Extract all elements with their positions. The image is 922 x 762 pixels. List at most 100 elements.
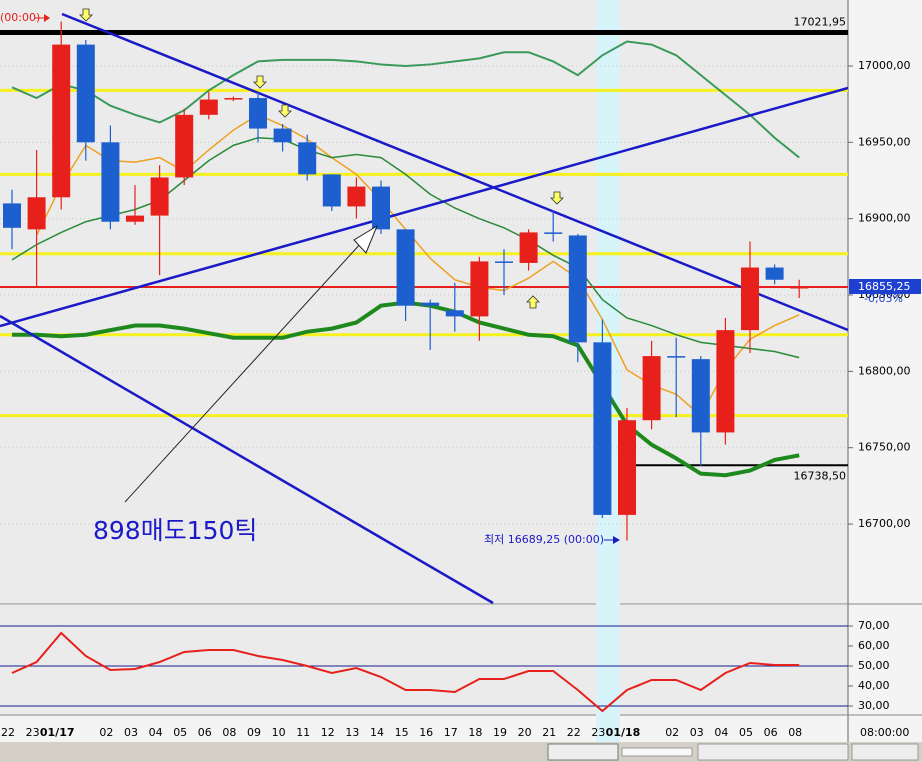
zoom-slider[interactable] xyxy=(621,747,693,757)
x-tick-label: 08 xyxy=(788,726,802,739)
overlay-line xyxy=(11,40,800,159)
x-tick-label: 20 xyxy=(518,726,532,739)
x-tick-label: 11 xyxy=(296,726,310,739)
x-tick-label: 17 xyxy=(444,726,458,739)
x-tick-label: 15 xyxy=(395,726,409,739)
candle-body xyxy=(741,267,759,331)
x-tick-label: 19 xyxy=(493,726,507,739)
x-tick-label: 04 xyxy=(714,726,728,739)
x-tick-label: 02 xyxy=(99,726,113,739)
candle-body xyxy=(76,44,95,143)
signal-arrow xyxy=(253,75,267,89)
x-tick-label: 22 xyxy=(567,726,581,739)
nav-buttons[interactable] xyxy=(547,743,619,761)
x-tick-label: 10 xyxy=(272,726,286,739)
x-tick-label: 06 xyxy=(764,726,778,739)
y-tick-label: 70,00 xyxy=(858,619,890,632)
trendline xyxy=(0,86,849,328)
candle-body xyxy=(52,44,71,198)
annotation-arrowhead xyxy=(353,224,379,254)
x-tick-label: 23 xyxy=(591,726,605,739)
price-tag-label: 16855,25 xyxy=(858,280,911,293)
x-tick-label: 22 xyxy=(1,726,15,739)
x-tick-label: 08 xyxy=(222,726,236,739)
y-tick-label: 16750,00 xyxy=(858,441,911,454)
price-line-label: 17021,95 xyxy=(794,15,847,28)
time-arrowhead xyxy=(44,14,50,22)
x-tick-label: 06 xyxy=(198,726,212,739)
trendlines xyxy=(0,12,849,605)
candle-body xyxy=(3,203,21,228)
x-tick-label: 12 xyxy=(321,726,335,739)
x-tick-label: 04 xyxy=(149,726,163,739)
price-tag xyxy=(849,278,921,294)
x-tick-label: 13 xyxy=(345,726,359,739)
x-tick-label: 05 xyxy=(739,726,753,739)
y-tick-label: 40,00 xyxy=(858,679,890,692)
candle-body xyxy=(298,142,317,175)
candle-body xyxy=(27,197,46,230)
trendline xyxy=(61,12,849,332)
candle-body xyxy=(421,302,440,306)
overlay-line xyxy=(35,113,800,417)
x-tick-label: 23 xyxy=(26,726,40,739)
low-annotation: 최저 16689,25 (00:00) xyxy=(484,533,604,546)
x-tick-label: 09 xyxy=(247,726,261,739)
overlay-line xyxy=(11,136,800,359)
x-tick-label: 03 xyxy=(124,726,138,739)
candle-body xyxy=(347,186,366,207)
candle-body xyxy=(495,261,513,263)
price-line-label: 16738,50 xyxy=(794,469,847,482)
x-tick-label: 01/17 xyxy=(40,726,75,739)
candle-body xyxy=(593,342,612,515)
x-tick-label: 18 xyxy=(468,726,482,739)
toolbar xyxy=(0,742,922,762)
x-axis-bg xyxy=(0,715,848,742)
y-tick-label: 60,00 xyxy=(858,639,890,652)
x-tick-label: 21 xyxy=(542,726,556,739)
signal-arrow xyxy=(526,295,540,309)
y-tick-label: 50,00 xyxy=(858,659,890,672)
main-plot-bg xyxy=(0,0,848,604)
markers xyxy=(79,8,564,309)
signal-arrow xyxy=(79,8,93,22)
x-tick-label: 01/18 xyxy=(606,726,641,739)
candle-body xyxy=(224,98,243,100)
candle-body xyxy=(101,142,120,222)
candle-body xyxy=(396,229,415,306)
low-arrowhead xyxy=(613,536,620,544)
candle-body xyxy=(716,330,735,433)
toolbar-bg xyxy=(0,742,922,762)
price-change: -0,03% xyxy=(864,292,903,305)
y-tick-label: 16950,00 xyxy=(858,135,911,148)
signal-arrow xyxy=(550,191,564,205)
candle-body xyxy=(150,177,169,216)
x-tick-label: 03 xyxy=(690,726,704,739)
candle-body xyxy=(322,174,341,207)
signal-arrow xyxy=(278,104,292,118)
candle-body xyxy=(249,98,267,129)
candle-body xyxy=(642,356,661,421)
trendline xyxy=(0,314,494,605)
y-tick-label: 17000,00 xyxy=(858,59,911,72)
candle-body xyxy=(618,420,636,515)
candle-body xyxy=(568,235,587,343)
candle-body xyxy=(199,99,218,115)
tool-buttons[interactable] xyxy=(697,743,849,761)
y-tick-label: 30,00 xyxy=(858,699,890,712)
x-tick-label: 16 xyxy=(419,726,433,739)
y-tick-label: 16800,00 xyxy=(858,364,911,377)
candle-body xyxy=(126,215,144,222)
window-buttons[interactable] xyxy=(851,743,919,761)
candle-body xyxy=(544,232,563,234)
y-tick-label: 16900,00 xyxy=(858,212,911,225)
x-tick-label: 02 xyxy=(665,726,679,739)
candle-body xyxy=(691,359,710,433)
candle-body xyxy=(519,232,538,263)
candle-body xyxy=(790,286,809,289)
annotation: 898매도150틱 xyxy=(93,516,257,545)
sub-plot-bg xyxy=(0,605,848,715)
candle-body xyxy=(470,261,489,317)
axis-bg xyxy=(848,0,922,742)
